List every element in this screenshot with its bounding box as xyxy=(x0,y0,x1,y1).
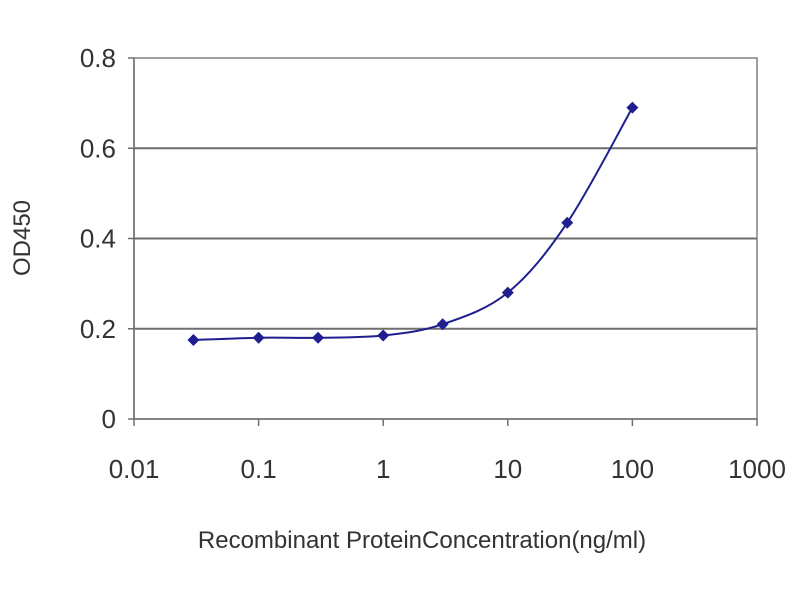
data-point-diamond xyxy=(312,331,325,344)
gridlines xyxy=(134,147,757,330)
data-point-diamond xyxy=(436,318,449,331)
x-tick-label: 1 xyxy=(376,454,390,484)
x-axis-title: Recombinant ProteinConcentration(ng/ml) xyxy=(198,527,646,554)
data-point-diamond xyxy=(626,101,639,114)
x-axis-ticks: 0.01 0.1 1 10 100 1000 xyxy=(109,419,786,484)
x-tick-label: 0.01 xyxy=(109,454,160,484)
y-axis-title: OD450 xyxy=(9,200,36,276)
y-tick-label: 0.8 xyxy=(80,43,116,73)
data-point-diamond xyxy=(377,329,390,342)
data-point-diamond xyxy=(501,286,514,299)
data-point-diamond xyxy=(252,331,265,344)
x-tick-label: 1000 xyxy=(728,454,786,484)
y-tick-label: 0.4 xyxy=(80,224,116,254)
x-tick-label: 0.1 xyxy=(241,454,277,484)
x-tick-label: 100 xyxy=(611,454,654,484)
x-tick-label: 10 xyxy=(493,454,522,484)
y-tick-label: 0 xyxy=(102,404,116,434)
data-point-diamond xyxy=(561,216,574,229)
y-tick-label: 0.2 xyxy=(80,314,116,344)
y-tick-label: 0.6 xyxy=(80,133,116,163)
data-point-diamond xyxy=(187,334,200,347)
data-series xyxy=(187,101,639,347)
y-axis-ticks: 0 0.2 0.4 0.6 0.8 xyxy=(80,43,134,434)
